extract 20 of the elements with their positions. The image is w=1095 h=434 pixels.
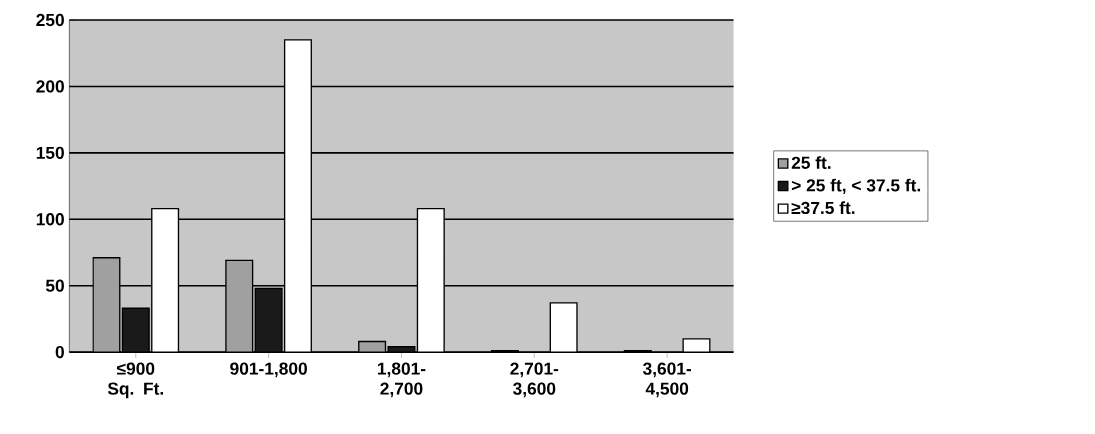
y-tick-label: 250: [36, 13, 64, 27]
bar: [121, 307, 150, 353]
bar: [416, 207, 445, 353]
y-tick-label: 150: [36, 146, 64, 159]
bar: [254, 287, 283, 353]
y-tick-label: 50: [45, 279, 64, 292]
legend-label: > 25 ft, < 37.5 ft.: [791, 178, 921, 194]
legend-label: 25 ft.: [791, 156, 831, 169]
legend-label: ≥37.5 ft.: [791, 201, 855, 215]
x-tick-label: 2,701-3,600: [510, 362, 559, 398]
x-tick-label: 1,801-2,700: [377, 362, 426, 398]
y-tick-label: 200: [36, 80, 64, 93]
bar: [151, 207, 180, 353]
bar: [283, 39, 312, 353]
x-tick-label: ≤900 Sq. Ft.: [107, 362, 163, 399]
bar: [549, 302, 578, 353]
x-tick-label: 901-1,800: [230, 362, 307, 378]
y-tick-label: 0: [55, 345, 64, 359]
x-tick-label: 3,601-4,500: [642, 362, 692, 398]
y-tick-label: 100: [36, 213, 64, 226]
